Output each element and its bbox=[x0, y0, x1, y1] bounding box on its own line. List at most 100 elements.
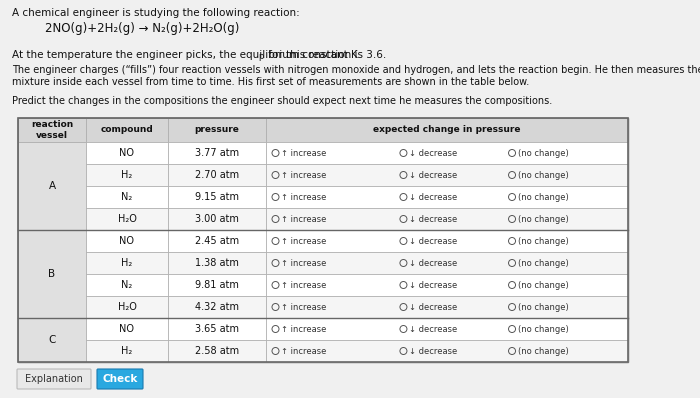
Bar bbox=[266, 118, 628, 142]
Text: ↑ increase: ↑ increase bbox=[281, 281, 326, 289]
Text: 9.15 atm: 9.15 atm bbox=[195, 192, 239, 202]
Text: ↑ increase: ↑ increase bbox=[281, 170, 326, 179]
Text: ↑ increase: ↑ increase bbox=[281, 193, 326, 201]
Text: ↑ increase: ↑ increase bbox=[281, 148, 326, 158]
Text: 2.70 atm: 2.70 atm bbox=[195, 170, 239, 180]
Text: Check: Check bbox=[102, 374, 138, 384]
Text: expected change in pressure: expected change in pressure bbox=[373, 125, 521, 135]
Text: NO: NO bbox=[120, 324, 134, 334]
Bar bbox=[168, 186, 266, 208]
Text: H₂O: H₂O bbox=[118, 214, 136, 224]
Text: ↑ increase: ↑ increase bbox=[281, 215, 326, 224]
Text: At the temperature the engineer picks, the equilibrium constant K: At the temperature the engineer picks, t… bbox=[12, 50, 358, 60]
Text: ↓ decrease: ↓ decrease bbox=[409, 215, 457, 224]
Text: 2NO(g)+2H₂(g) → N₂(g)+2H₂O(g): 2NO(g)+2H₂(g) → N₂(g)+2H₂O(g) bbox=[45, 22, 239, 35]
Bar bbox=[18, 318, 86, 362]
Text: 2.58 atm: 2.58 atm bbox=[195, 346, 239, 356]
Bar bbox=[86, 164, 168, 186]
Text: ↑ increase: ↑ increase bbox=[281, 236, 326, 246]
Bar bbox=[86, 318, 168, 340]
Bar bbox=[18, 118, 86, 142]
Text: NO: NO bbox=[120, 236, 134, 246]
Bar bbox=[266, 274, 628, 296]
Bar bbox=[168, 296, 266, 318]
Text: Explanation: Explanation bbox=[25, 374, 83, 384]
Bar bbox=[168, 118, 266, 142]
Text: A chemical engineer is studying the following reaction:: A chemical engineer is studying the foll… bbox=[12, 8, 300, 18]
Text: ↓ decrease: ↓ decrease bbox=[409, 148, 457, 158]
Bar bbox=[266, 208, 628, 230]
Text: (no change): (no change) bbox=[517, 193, 568, 201]
Text: (no change): (no change) bbox=[517, 324, 568, 334]
Text: C: C bbox=[48, 335, 56, 345]
Text: 4.32 atm: 4.32 atm bbox=[195, 302, 239, 312]
Text: reaction
vessel: reaction vessel bbox=[31, 120, 73, 140]
Bar bbox=[168, 274, 266, 296]
Bar bbox=[86, 118, 168, 142]
Text: A: A bbox=[48, 181, 55, 191]
Text: (no change): (no change) bbox=[517, 281, 568, 289]
Text: ↓ decrease: ↓ decrease bbox=[409, 258, 457, 267]
Text: 2.45 atm: 2.45 atm bbox=[195, 236, 239, 246]
Text: N₂: N₂ bbox=[121, 280, 132, 290]
Text: ↓ decrease: ↓ decrease bbox=[409, 302, 457, 312]
Text: (no change): (no change) bbox=[517, 236, 568, 246]
Text: 3.77 atm: 3.77 atm bbox=[195, 148, 239, 158]
Bar bbox=[86, 296, 168, 318]
Text: H₂: H₂ bbox=[121, 170, 132, 180]
Bar bbox=[168, 252, 266, 274]
Bar bbox=[266, 340, 628, 362]
Bar bbox=[168, 340, 266, 362]
Text: (no change): (no change) bbox=[517, 347, 568, 355]
Text: 1.38 atm: 1.38 atm bbox=[195, 258, 239, 268]
Bar bbox=[86, 340, 168, 362]
Text: The engineer charges (“fills”) four reaction vessels with nitrogen monoxide and : The engineer charges (“fills”) four reac… bbox=[12, 65, 700, 75]
FancyBboxPatch shape bbox=[17, 369, 91, 389]
Text: pressure: pressure bbox=[195, 125, 239, 135]
Text: ↑ increase: ↑ increase bbox=[281, 347, 326, 355]
Text: ↓ decrease: ↓ decrease bbox=[409, 324, 457, 334]
Bar bbox=[266, 186, 628, 208]
Text: ↓ decrease: ↓ decrease bbox=[409, 281, 457, 289]
Bar bbox=[168, 208, 266, 230]
Text: ↓ decrease: ↓ decrease bbox=[409, 193, 457, 201]
Bar bbox=[266, 252, 628, 274]
Bar bbox=[86, 252, 168, 274]
Bar bbox=[168, 230, 266, 252]
Bar bbox=[266, 142, 628, 164]
Text: ↑ increase: ↑ increase bbox=[281, 258, 326, 267]
Bar bbox=[18, 142, 86, 230]
Text: H₂: H₂ bbox=[121, 258, 132, 268]
Text: Predict the changes in the compositions the engineer should expect next time he : Predict the changes in the compositions … bbox=[12, 96, 552, 106]
Text: B: B bbox=[48, 269, 55, 279]
Text: N₂: N₂ bbox=[121, 192, 132, 202]
Text: (no change): (no change) bbox=[517, 302, 568, 312]
Text: (no change): (no change) bbox=[517, 148, 568, 158]
Text: 9.81 atm: 9.81 atm bbox=[195, 280, 239, 290]
Bar bbox=[86, 208, 168, 230]
Text: ↓ decrease: ↓ decrease bbox=[409, 236, 457, 246]
Text: (no change): (no change) bbox=[517, 258, 568, 267]
Bar bbox=[266, 164, 628, 186]
Text: ↓ decrease: ↓ decrease bbox=[409, 347, 457, 355]
Text: p: p bbox=[258, 52, 264, 61]
FancyBboxPatch shape bbox=[97, 369, 143, 389]
Bar bbox=[18, 118, 628, 362]
Bar bbox=[168, 164, 266, 186]
Text: ↑ increase: ↑ increase bbox=[281, 324, 326, 334]
Bar bbox=[18, 230, 86, 318]
Text: ↑ increase: ↑ increase bbox=[281, 302, 326, 312]
Text: compound: compound bbox=[101, 125, 153, 135]
Text: (no change): (no change) bbox=[517, 215, 568, 224]
Bar bbox=[266, 296, 628, 318]
Bar bbox=[266, 230, 628, 252]
Text: for this reaction is 3.6.: for this reaction is 3.6. bbox=[265, 50, 386, 60]
Bar bbox=[18, 118, 628, 362]
Text: H₂: H₂ bbox=[121, 346, 132, 356]
Text: ↓ decrease: ↓ decrease bbox=[409, 170, 457, 179]
Bar bbox=[266, 318, 628, 340]
Text: 3.65 atm: 3.65 atm bbox=[195, 324, 239, 334]
Text: NO: NO bbox=[120, 148, 134, 158]
Bar bbox=[86, 274, 168, 296]
Bar bbox=[168, 318, 266, 340]
